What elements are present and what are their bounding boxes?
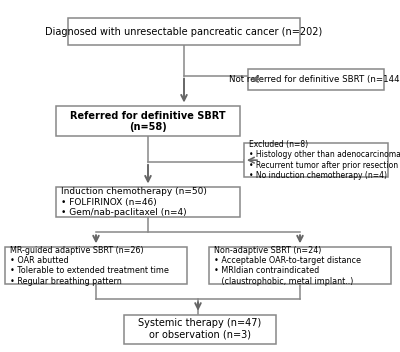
Text: MR-guided adaptive SBRT (n=26)
• OAR abutted
• Tolerable to extended treatment t: MR-guided adaptive SBRT (n=26) • OAR abu… [10,246,169,286]
Text: Excluded (n=8)
• Histology other than adenocarcinoma (n=2)
• Recurrent tumor aft: Excluded (n=8) • Histology other than ad… [249,140,400,180]
Text: Induction chemotherapy (n=50)
• FOLFIRINOX (n=46)
• Gem/nab-paclitaxel (n=4): Induction chemotherapy (n=50) • FOLFIRIN… [61,188,207,217]
FancyBboxPatch shape [56,106,240,136]
Text: Diagnosed with unresectable pancreatic cancer (n=202): Diagnosed with unresectable pancreatic c… [45,27,323,37]
Text: Non-adaptive SBRT (n=24)
• Acceptable OAR-to-target distance
• MRIdian contraind: Non-adaptive SBRT (n=24) • Acceptable OA… [214,246,361,286]
FancyBboxPatch shape [209,247,391,284]
Text: Referred for definitive SBRT
(n=58): Referred for definitive SBRT (n=58) [70,111,226,132]
FancyBboxPatch shape [248,69,384,90]
FancyBboxPatch shape [5,247,187,284]
Text: Systemic therapy (n=47)
or observation (n=3): Systemic therapy (n=47) or observation (… [138,318,262,340]
Text: Not referred for definitive SBRT (n=144): Not referred for definitive SBRT (n=144) [229,75,400,84]
FancyBboxPatch shape [56,187,240,217]
FancyBboxPatch shape [244,144,388,177]
FancyBboxPatch shape [68,18,300,45]
FancyBboxPatch shape [124,315,276,344]
